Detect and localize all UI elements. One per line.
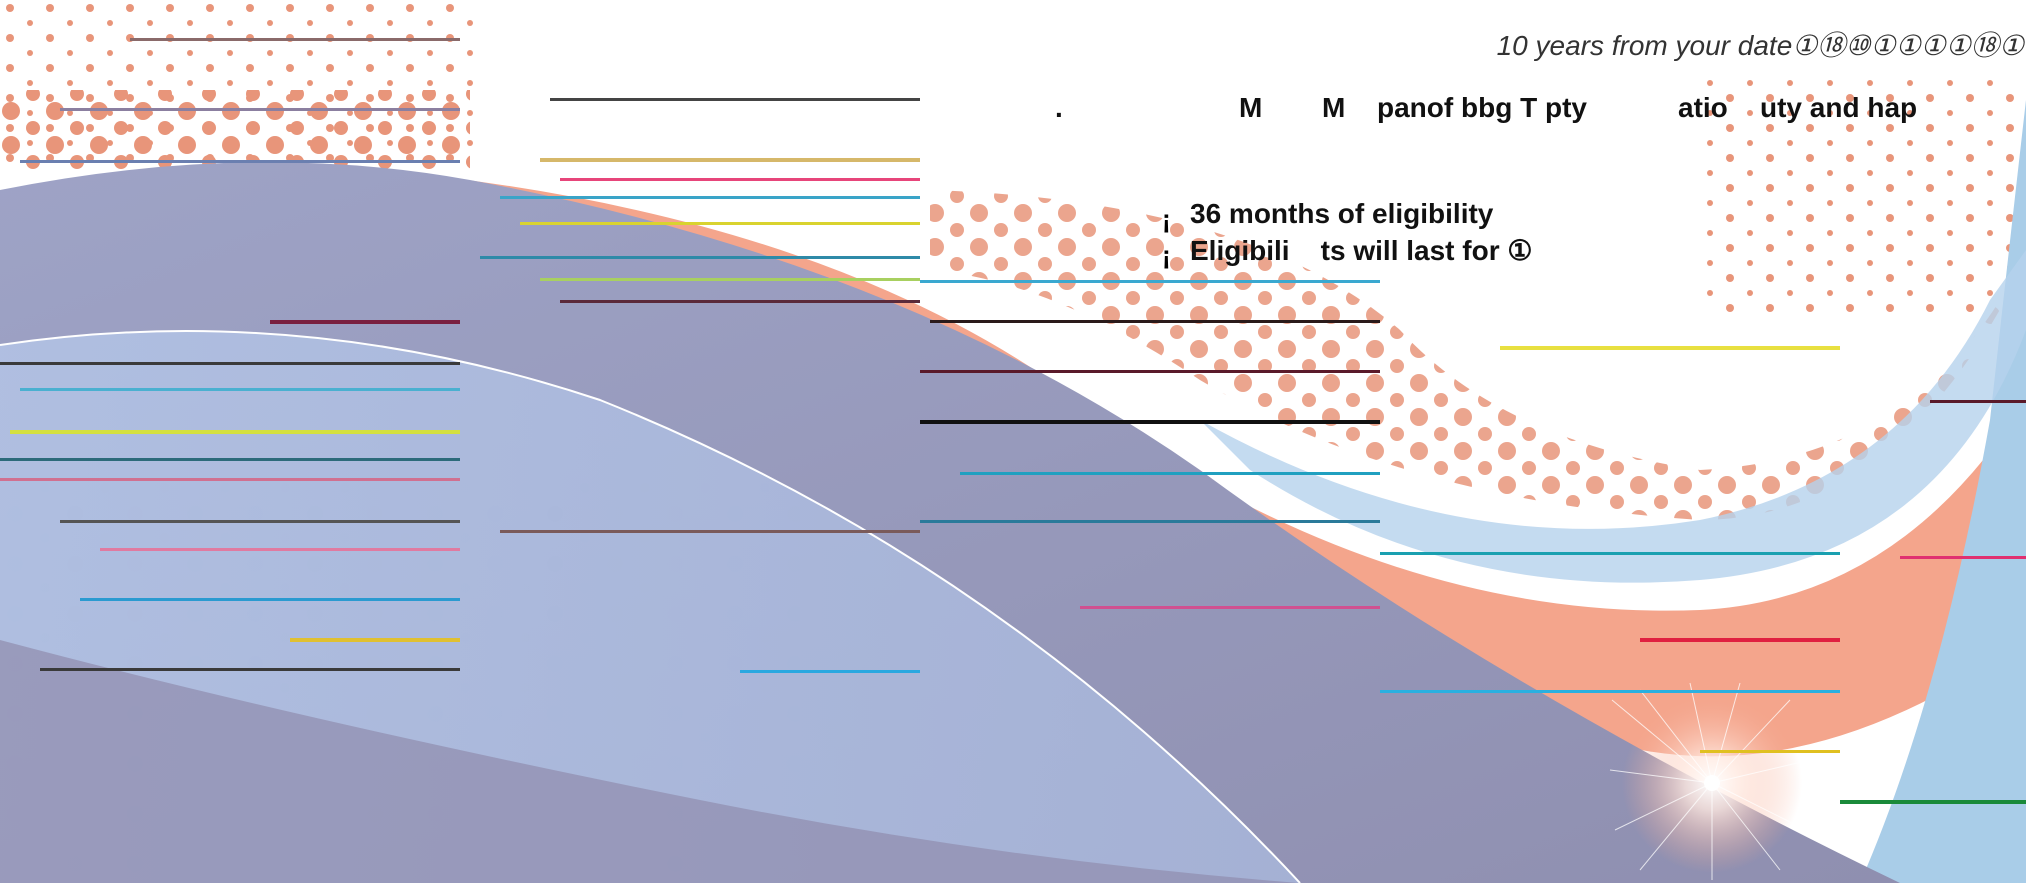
salmon-swoosh [380,170,2026,757]
dark-lavender-wave [0,640,1300,883]
blue-swirl [1200,250,2026,583]
headline-fragment-4: panof bbg T pty [1377,92,1587,123]
wave-highlight-line [0,330,1301,883]
dot-pattern-top-left-large [0,90,470,170]
headline-fragment-3: M [1322,92,1346,123]
sun-rays [1609,682,1811,880]
top-note: 10 years from your date①⑱⑩①①①①⑱① [1496,30,2024,61]
headline-fragment-2: M [1239,92,1263,123]
headline-fragment-6: uty and hap [1760,92,1918,123]
sun-core [1704,775,1720,791]
bullet-eligibility-duration: Eligibili ts will last for ① [1190,235,1533,266]
dot-pattern-center [930,180,2026,520]
blue-band-right [1860,100,2026,883]
bullet-marker: ¡ [1162,204,1171,234]
headline-fragment-1: . [1055,92,1063,123]
glitch-lines [0,38,2026,804]
dot-pattern-right [1700,80,2026,320]
bullet-eligibility-months: 36 months of eligibility [1190,198,1494,229]
headline-fragment-5: atio [1678,92,1728,123]
bullet-marker: ¡ [1162,240,1171,270]
